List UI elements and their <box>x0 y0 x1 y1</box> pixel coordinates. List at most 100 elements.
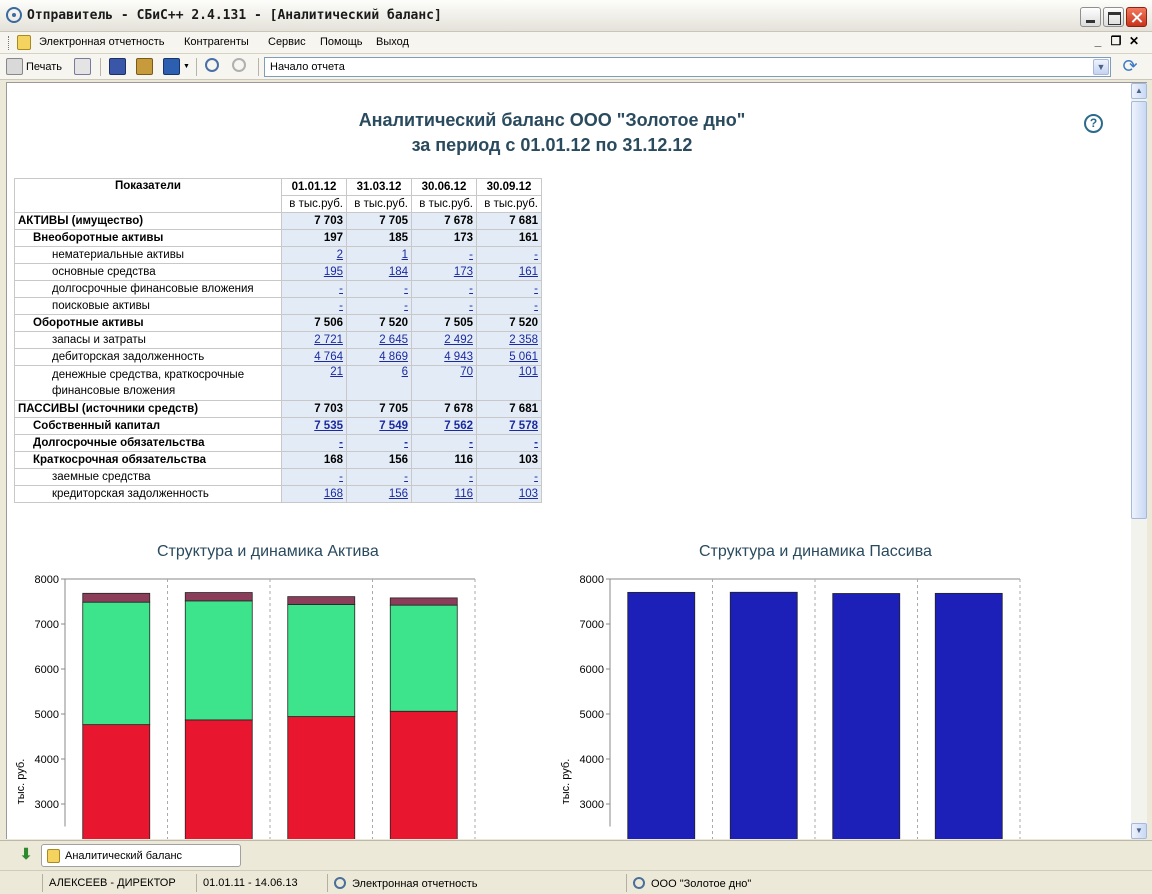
chevron-down-icon[interactable]: ▼ <box>183 63 190 70</box>
save-as-icon[interactable] <box>136 58 153 75</box>
refresh-icon[interactable]: ⟳ <box>1122 56 1138 76</box>
value-link[interactable]: - <box>534 249 538 261</box>
value-cell[interactable]: - <box>476 468 542 486</box>
value-link[interactable]: 195 <box>323 266 343 278</box>
value-cell[interactable]: 101 <box>476 365 542 401</box>
value-cell[interactable]: 2 492 <box>411 331 477 349</box>
value-cell[interactable]: - <box>476 297 542 315</box>
value-cell[interactable]: - <box>346 297 412 315</box>
value-cell[interactable]: 4 943 <box>411 348 477 366</box>
value-cell[interactable]: 103 <box>476 485 542 503</box>
value-link[interactable]: - <box>469 437 473 449</box>
value-cell[interactable]: - <box>411 297 477 315</box>
value-cell[interactable]: 2 721 <box>281 331 347 349</box>
value-link[interactable]: 2 <box>336 249 343 261</box>
print-button[interactable]: Печать <box>26 61 63 73</box>
value-link[interactable]: - <box>339 300 343 312</box>
mdi-close-icon[interactable]: ✕ <box>1128 34 1140 48</box>
word-export-icon[interactable] <box>163 58 180 75</box>
arrow-down-icon[interactable]: ⬇ <box>19 846 33 863</box>
save-icon[interactable] <box>109 58 126 75</box>
value-cell[interactable]: 184 <box>346 263 412 281</box>
value-cell[interactable]: - <box>346 280 412 298</box>
value-link[interactable]: - <box>339 471 343 483</box>
mdi-restore-icon[interactable]: ❐ <box>1110 34 1122 48</box>
value-link[interactable]: 168 <box>323 488 343 500</box>
value-link[interactable]: 2 358 <box>509 334 538 346</box>
value-link[interactable]: - <box>469 471 473 483</box>
value-link[interactable]: 21 <box>330 366 343 378</box>
value-link[interactable]: - <box>404 300 408 312</box>
maximize-button[interactable] <box>1103 7 1124 27</box>
value-cell[interactable]: 7 578 <box>476 417 542 435</box>
value-cell[interactable]: - <box>346 434 412 452</box>
value-cell[interactable]: - <box>411 280 477 298</box>
value-link[interactable]: 161 <box>518 266 538 278</box>
value-cell[interactable]: - <box>346 468 412 486</box>
value-link[interactable]: - <box>469 283 473 295</box>
value-link[interactable]: 70 <box>460 366 473 378</box>
value-cell[interactable]: - <box>476 434 542 452</box>
value-cell[interactable]: 7 535 <box>281 417 347 435</box>
zoom-out-icon[interactable] <box>232 58 246 72</box>
value-link[interactable]: 184 <box>388 266 408 278</box>
value-cell[interactable]: - <box>281 434 347 452</box>
value-link[interactable]: 4 764 <box>314 351 343 363</box>
value-link[interactable]: 2 721 <box>314 334 343 346</box>
value-link[interactable]: 4 869 <box>379 351 408 363</box>
value-link[interactable]: 1 <box>401 249 408 261</box>
value-cell[interactable]: - <box>411 246 477 264</box>
value-link[interactable]: - <box>469 249 473 261</box>
value-cell[interactable]: 2 <box>281 246 347 264</box>
scroll-down-icon[interactable]: ▼ <box>1131 823 1147 839</box>
value-cell[interactable]: 4 869 <box>346 348 412 366</box>
value-link[interactable]: - <box>534 300 538 312</box>
value-link[interactable]: 101 <box>518 366 538 378</box>
menu-exit[interactable]: Выход <box>376 36 409 48</box>
value-cell[interactable]: - <box>411 468 477 486</box>
value-cell[interactable]: 156 <box>346 485 412 503</box>
value-cell[interactable]: 70 <box>411 365 477 401</box>
minimize-button[interactable] <box>1080 7 1101 27</box>
value-cell[interactable]: 2 358 <box>476 331 542 349</box>
value-cell[interactable]: 2 645 <box>346 331 412 349</box>
value-link[interactable]: 173 <box>453 266 473 278</box>
menu-electronic-reporting[interactable]: Электронная отчетность <box>39 36 165 48</box>
value-link[interactable]: 5 061 <box>509 351 538 363</box>
scroll-thumb[interactable] <box>1131 101 1147 519</box>
value-link[interactable]: - <box>404 437 408 449</box>
value-cell[interactable]: 4 764 <box>281 348 347 366</box>
value-cell[interactable]: - <box>281 468 347 486</box>
chevron-down-icon[interactable]: ▼ <box>1093 59 1109 75</box>
value-cell[interactable]: 168 <box>281 485 347 503</box>
value-link[interactable]: - <box>534 283 538 295</box>
value-link[interactable]: 2 492 <box>444 334 473 346</box>
value-cell[interactable]: 161 <box>476 263 542 281</box>
value-cell[interactable]: - <box>476 280 542 298</box>
value-cell[interactable]: - <box>281 280 347 298</box>
menu-help[interactable]: Помощь <box>320 36 363 48</box>
close-button[interactable] <box>1126 7 1147 27</box>
value-link[interactable]: 7 562 <box>444 420 473 432</box>
value-link[interactable]: 103 <box>518 488 538 500</box>
value-link[interactable]: 7 549 <box>379 420 408 432</box>
value-link[interactable]: 7 578 <box>509 420 538 432</box>
help-icon[interactable]: ? <box>1084 114 1103 133</box>
value-cell[interactable]: 116 <box>411 485 477 503</box>
value-link[interactable]: - <box>469 300 473 312</box>
value-cell[interactable]: 7 549 <box>346 417 412 435</box>
value-cell[interactable]: 5 061 <box>476 348 542 366</box>
value-cell[interactable]: - <box>411 434 477 452</box>
value-link[interactable]: 7 535 <box>314 420 343 432</box>
value-link[interactable]: - <box>534 437 538 449</box>
value-cell[interactable]: 6 <box>346 365 412 401</box>
menu-contractors[interactable]: Контрагенты <box>184 36 249 48</box>
zoom-in-icon[interactable] <box>205 58 219 72</box>
printer-icon[interactable] <box>6 58 23 75</box>
value-link[interactable]: 156 <box>388 488 408 500</box>
value-cell[interactable]: - <box>281 297 347 315</box>
value-link[interactable]: 2 645 <box>379 334 408 346</box>
toolbar-grip[interactable] <box>8 36 11 50</box>
value-link[interactable]: - <box>404 283 408 295</box>
value-link[interactable]: 6 <box>401 366 408 378</box>
